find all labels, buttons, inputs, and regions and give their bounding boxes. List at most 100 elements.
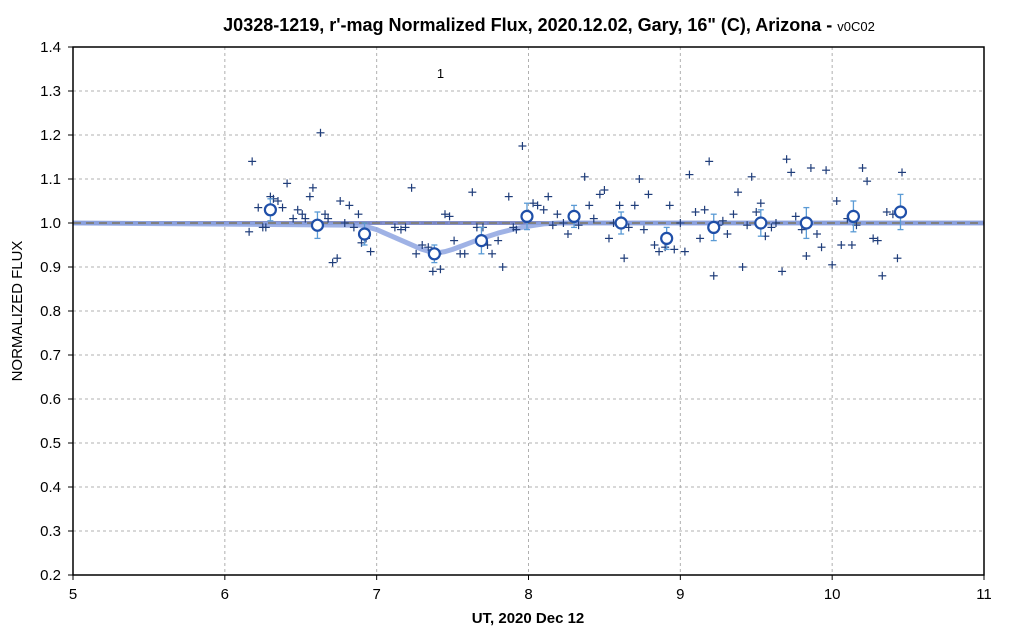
data-point-plus (822, 166, 831, 175)
data-point-plus (418, 241, 427, 249)
y-tick-label: 1.3 (40, 83, 61, 100)
data-point-plus (806, 164, 815, 172)
data-point-plus (548, 221, 557, 230)
data-point-plus (756, 199, 765, 208)
data-point-plus (316, 128, 325, 137)
data-point-plus (847, 241, 856, 249)
y-tick-label: 0.2 (40, 567, 61, 584)
average-point (310, 211, 325, 240)
y-axis-label: NORMALIZED FLUX (9, 241, 26, 382)
data-point-plus (488, 249, 497, 258)
data-point-plus (498, 263, 507, 271)
average-point (263, 198, 277, 222)
data-point-plus (644, 190, 653, 199)
data-point-plus (718, 216, 727, 225)
data-point-plus (655, 247, 664, 256)
data-point-plus (544, 192, 553, 201)
data-point-plus (328, 258, 337, 267)
data-point-plus (791, 212, 800, 221)
data-point-plus (273, 197, 282, 205)
data-point-plus (767, 223, 776, 232)
data-point-plus (580, 172, 589, 181)
x-tick-label: 11 (976, 586, 992, 603)
data-point-plus (440, 210, 449, 219)
average-point (893, 193, 908, 231)
x-tick-label: 9 (676, 586, 684, 603)
data-point-plus (424, 243, 433, 252)
x-tick-label: 5 (69, 586, 77, 603)
data-point-plus (401, 223, 410, 232)
data-point-plus (873, 236, 882, 245)
data-point-plus (802, 252, 811, 260)
y-tick-label: 0.5 (40, 435, 61, 452)
data-point-plus (340, 219, 349, 227)
x-tick-label: 7 (372, 586, 380, 603)
data-point-plus (283, 179, 292, 188)
data-point-plus (553, 210, 562, 219)
average-point (754, 209, 768, 237)
model-curve (72, 220, 984, 256)
data-point-plus (898, 168, 907, 177)
data-point-plus (676, 219, 685, 227)
data-point-plus (878, 271, 887, 280)
average-point (427, 244, 441, 264)
data-point-plus (366, 247, 375, 256)
data-point-plus (752, 208, 761, 216)
data-point-plus (863, 177, 872, 186)
data-point-plus (324, 214, 333, 223)
data-point-plus (396, 225, 405, 234)
average-point (520, 202, 534, 231)
data-point-plus (723, 230, 732, 238)
data-point-plus (278, 203, 287, 212)
average-point (799, 206, 813, 240)
data-point-plus (869, 234, 878, 243)
data-point-plus (817, 243, 826, 252)
data-point-plus (635, 175, 644, 183)
data-point-plus (600, 186, 609, 194)
data-point-plus (589, 214, 598, 223)
data-point-plus (705, 157, 714, 166)
data-point-plus (512, 225, 521, 234)
data-point-plus (620, 254, 629, 263)
data-point-plus (650, 241, 659, 249)
y-tick-label: 0.4 (40, 479, 61, 496)
x-axis-label: UT, 2020 Dec 12 (472, 610, 585, 627)
data-point-plus (289, 214, 298, 223)
data-point-plus (882, 208, 891, 216)
data-point-plus (301, 214, 310, 223)
data-point-plus (771, 219, 780, 227)
data-point-plus (812, 230, 821, 238)
data-point-plus (691, 208, 700, 216)
data-point-plus (333, 254, 342, 263)
data-point-plus (670, 245, 679, 254)
plot-layer: 1 (72, 66, 984, 280)
data-point-plus (494, 236, 503, 245)
average-point (614, 211, 628, 235)
data-point-plus (445, 212, 454, 221)
data-point-plus (639, 225, 648, 234)
data-point-plus (624, 223, 633, 232)
data-point-plus (709, 271, 718, 280)
data-point-plus (680, 247, 689, 256)
data-point-plus (893, 254, 902, 263)
average-point (474, 226, 489, 255)
data-point-plus (308, 183, 317, 192)
data-point-plus (390, 223, 399, 232)
data-point-plus (529, 199, 538, 208)
tick-labels: 5 6 7 8 9 10 11 0.2 0.3 0.4 0.5 0.6 0.7 0.8 0.9 1.0 1.1 1… (40, 39, 992, 603)
annotation-label: 1 (437, 66, 444, 81)
y-tick-label: 1.4 (40, 39, 61, 56)
data-point-plus (858, 164, 867, 172)
data-point-plus (747, 172, 756, 181)
data-point-plus (345, 201, 354, 210)
data-point-plus (828, 260, 837, 269)
data-point-plus (254, 203, 263, 212)
average-point (357, 222, 372, 246)
data-point-plus (700, 205, 709, 214)
chart-title: J0328-1219, r'-mag Normalized Flux, 2020… (223, 15, 875, 35)
y-tick-label: 0.3 (40, 523, 61, 540)
data-point-plus (738, 263, 747, 271)
data-point-plus (559, 219, 568, 227)
average-point (707, 213, 721, 242)
